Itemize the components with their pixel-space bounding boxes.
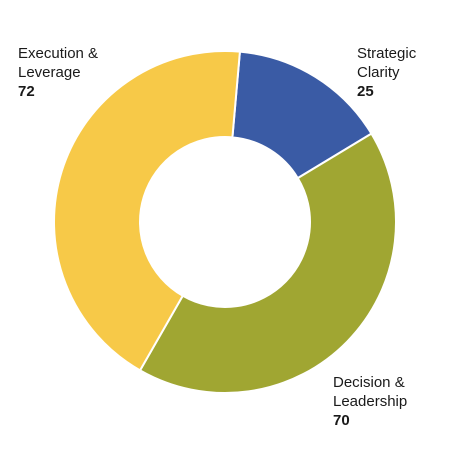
slice-label-strategic-line-1: Strategic [357,45,417,62]
slice-label-decision-line-2: Leadership [333,393,408,410]
slice-execution-leverage [53,50,241,372]
slice-label-execution-leverage: Execution & Leverage 72 [18,44,98,101]
slice-label-strategic-clarity: Strategic Clarity 25 [357,44,416,101]
slice-label-strategic-line-2: Clarity [357,64,400,81]
slice-value-strategic: 25 [357,83,374,100]
slice-value-decision: 70 [333,412,350,429]
slice-label-decision-leadership: Decision & Leadership 70 [333,373,407,430]
slice-label-execution-line-2: Leverage [18,64,81,81]
slice-value-execution: 72 [18,83,35,100]
slice-label-decision-line-1: Decision & [333,374,405,391]
slice-label-execution-line-1: Execution & [18,45,99,62]
slice-decision-leadership [138,132,397,394]
